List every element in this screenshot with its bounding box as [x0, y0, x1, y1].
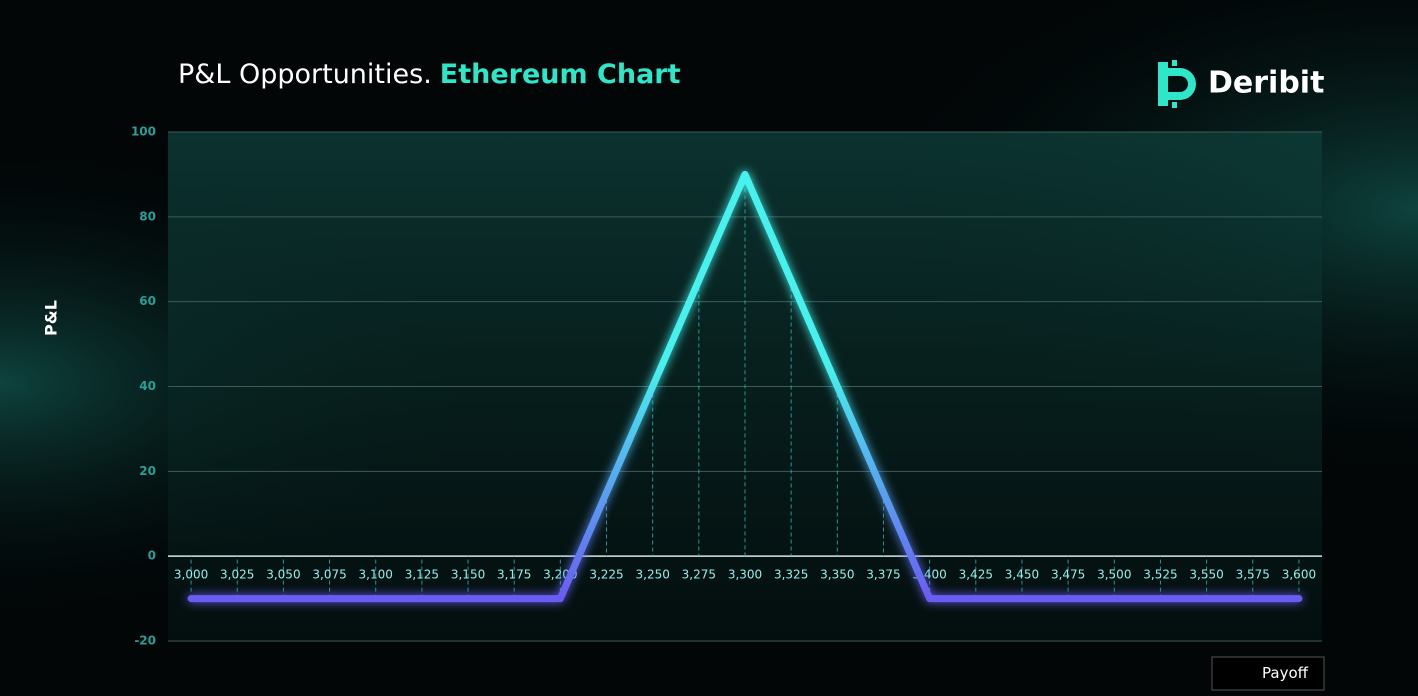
x-tick-label: 3,300 [728, 568, 762, 582]
x-tick-label: 3,000 [174, 568, 208, 582]
y-axis-label: P&L [42, 300, 61, 336]
x-tick-label: 3,250 [636, 568, 670, 582]
x-tick-label: 3,500 [1097, 568, 1131, 582]
brand-logo: Deribit [1158, 60, 1324, 108]
x-tick-label: 3,050 [266, 568, 300, 582]
x-tick-label: 3,150 [451, 568, 485, 582]
title-text: P&L Opportunities. [178, 59, 432, 90]
x-tick-label: 3,075 [312, 568, 346, 582]
x-tick-label: 3,175 [497, 568, 531, 582]
payoff-line [187, 170, 1303, 603]
x-tick-label: 3,550 [1189, 568, 1223, 582]
legend: Payoff [1211, 656, 1325, 691]
title-highlight: Ethereum Chart [440, 59, 681, 90]
y-tick-label: 40 [139, 379, 156, 393]
y-tick-label: 60 [139, 294, 156, 308]
legend-label: Payoff [1262, 664, 1309, 682]
y-tick-label: 20 [139, 464, 156, 478]
brand-name: Deribit [1208, 66, 1324, 101]
x-tick-label: 3,575 [1236, 568, 1270, 582]
x-tick-label: 3,375 [866, 568, 900, 582]
y-tick-label: 0 [148, 549, 156, 563]
x-tick-label: 3,025 [220, 568, 254, 582]
x-tick-label: 3,100 [359, 568, 393, 582]
x-tick-label: 3,475 [1051, 568, 1085, 582]
x-tick-label: 3,425 [959, 568, 993, 582]
y-tick-label: -20 [134, 634, 156, 648]
x-tick-label: 3,125 [405, 568, 439, 582]
y-tick-label: 100 [131, 125, 156, 139]
chart-title: P&L Opportunities. Ethereum Chart [178, 59, 681, 90]
x-tick-label: 3,225 [589, 568, 623, 582]
x-tick-label: 3,600 [1282, 568, 1316, 582]
y-tick-label: 80 [139, 209, 156, 223]
x-tick-label: 3,450 [1005, 568, 1039, 582]
x-tick-label: 3,350 [820, 568, 854, 582]
x-tick-label: 3,525 [1143, 568, 1177, 582]
x-tick-label: 3,325 [774, 568, 808, 582]
x-tick-label: 3,275 [682, 568, 716, 582]
